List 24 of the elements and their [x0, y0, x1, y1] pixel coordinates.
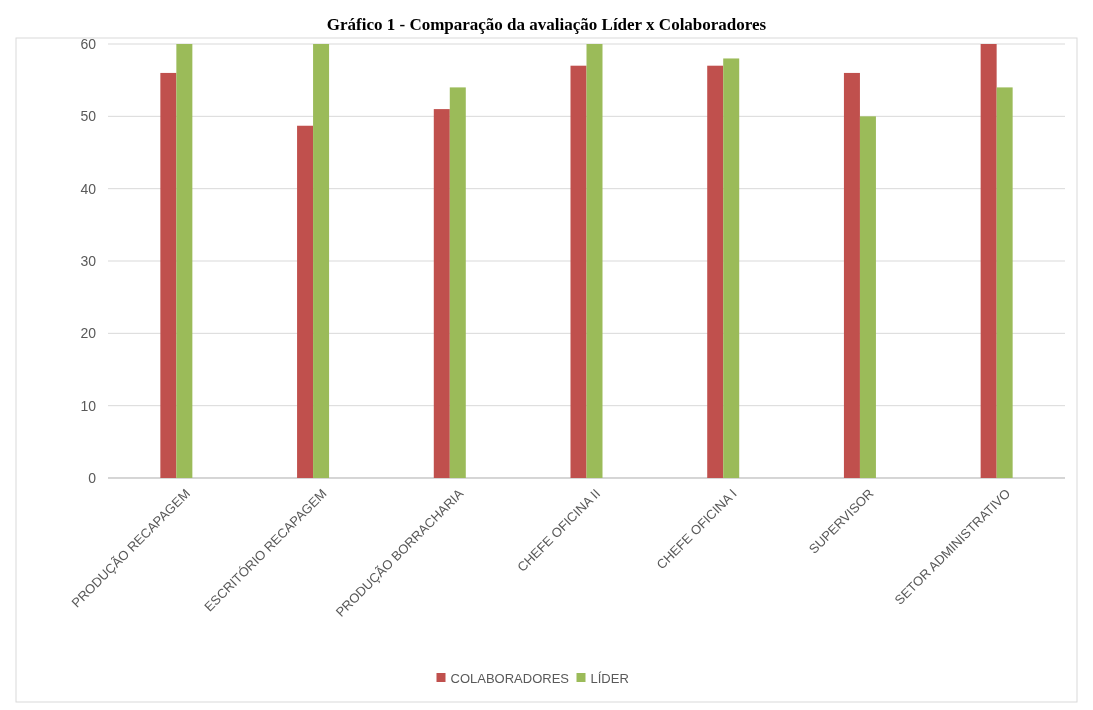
bar: [723, 58, 740, 478]
y-tick-label: 0: [88, 469, 97, 486]
legend-label: LÍDER: [590, 670, 629, 686]
y-tick-label: 40: [80, 180, 97, 197]
legend-label: COLABORADORES: [450, 670, 570, 686]
bar: [313, 44, 330, 478]
bar: [570, 65, 587, 478]
y-tick-label: 10: [80, 397, 97, 414]
y-tick-label: 20: [80, 325, 97, 342]
bar: [843, 72, 860, 478]
bar: [859, 116, 876, 478]
bar: [586, 44, 603, 478]
y-tick-label: 60: [80, 35, 97, 52]
bar: [433, 109, 450, 478]
y-tick-label: 30: [80, 252, 97, 269]
bar: [996, 87, 1013, 478]
bar: [297, 125, 314, 478]
bar: [449, 87, 466, 478]
y-tick-label: 50: [80, 108, 97, 125]
chart-title: Gráfico 1 - Comparação da avaliação Líder x Colaboradores: [326, 15, 767, 34]
bar: [980, 44, 997, 478]
bar: [707, 65, 724, 478]
bar: [176, 44, 193, 478]
bar: [160, 72, 177, 478]
